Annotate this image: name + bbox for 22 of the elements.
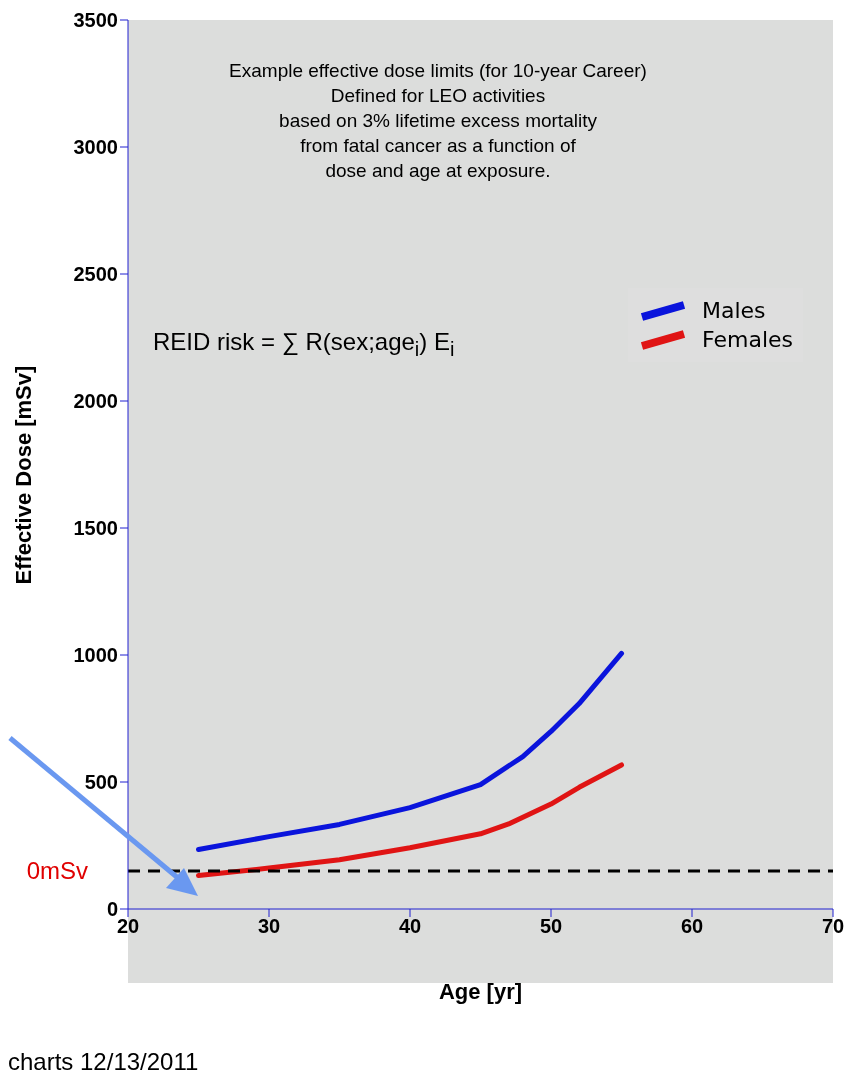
- y-tick-label: 0: [106, 898, 118, 921]
- annotation: REID risk = ∑ R(sex;age$_{i}$) E$_{i}$: [153, 328, 455, 361]
- x-axis-title: Age [yr]: [438, 979, 523, 1004]
- ref-line-label: 0mSv: [26, 856, 88, 884]
- y-tick-label: 500: [84, 771, 118, 794]
- text: charts 12/13/2011: [8, 1048, 199, 1076]
- x-tick-label: 60: [680, 915, 704, 938]
- x-tick-label: 50: [539, 915, 563, 938]
- x-tick-label: 30: [257, 915, 281, 938]
- y-tick-label: 2500: [73, 263, 118, 286]
- x-tick-label: 20: [116, 915, 140, 938]
- y-tick-label: 1000: [73, 644, 118, 667]
- y-tick-label: 3500: [73, 9, 118, 32]
- x-tick-label: 40: [398, 915, 422, 938]
- legend-label: Males: [701, 298, 766, 323]
- text: Example effective dose limits (for 10-year Career) Defined for LEO activities based on 3% lifetime excess mortality from fatal cancer as a function of dose and age at exposure.: [228, 59, 648, 183]
- y-tick-label: 3000: [73, 136, 118, 159]
- y-tick-label: 1500: [73, 517, 118, 540]
- y-axis-title: Effective Dose [mSv]: [10, 365, 36, 585]
- legend-label: Females: [701, 327, 793, 352]
- y-tick-label: 2000: [73, 390, 118, 413]
- x-tick-label: 70: [821, 915, 845, 938]
